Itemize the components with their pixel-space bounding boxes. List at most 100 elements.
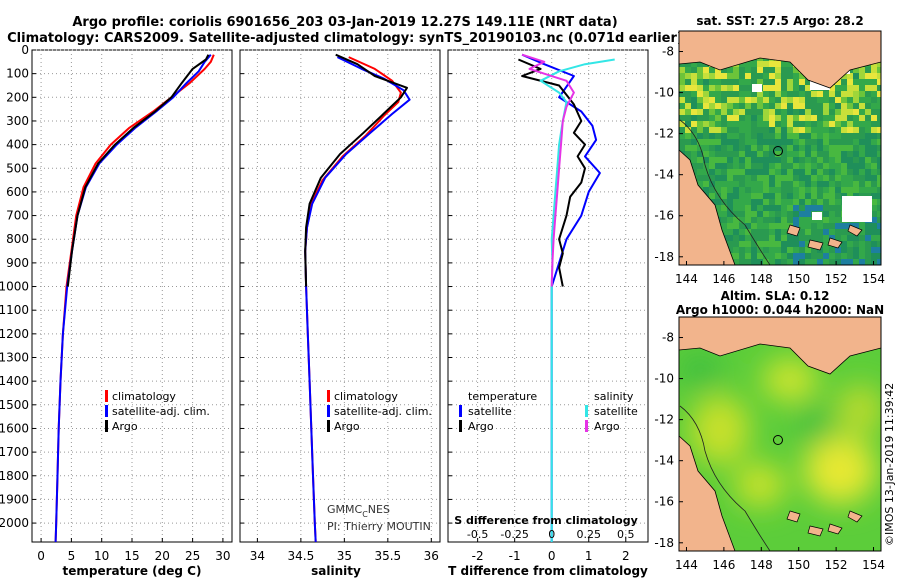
sla-islands	[786, 510, 863, 537]
sst-pixel	[829, 133, 835, 139]
sst-map	[679, 31, 881, 265]
sst-pixel	[733, 85, 739, 91]
sst-pixel	[847, 145, 853, 151]
s-tick-label: -0.5	[467, 528, 488, 541]
sst-pixel	[781, 97, 787, 103]
sst-pixel	[757, 97, 763, 103]
sst-pixel	[847, 181, 853, 187]
sst-pixel	[715, 175, 721, 181]
sst-pixel	[721, 223, 727, 229]
sst-pixel	[781, 247, 787, 253]
sst-pixel	[781, 217, 787, 223]
sst-pixel	[709, 175, 715, 181]
sst-map-frame	[678, 30, 882, 266]
sst-pixel	[697, 139, 703, 145]
sst-pixel	[799, 205, 805, 211]
sst-pixel	[733, 79, 739, 85]
sst-pixel	[877, 157, 881, 163]
sst-land-north	[679, 31, 881, 89]
sst-pixel	[835, 109, 841, 115]
sst-pixel	[877, 187, 881, 193]
legend-argo-label: Argo	[334, 420, 360, 433]
sst-pixel	[763, 199, 769, 205]
sst-pixel	[745, 133, 751, 139]
sst-pixel	[865, 157, 871, 163]
sst-pixel	[739, 223, 745, 229]
sst-pixel	[685, 79, 691, 85]
sst-pixel	[763, 229, 769, 235]
sst-pixel	[847, 115, 853, 121]
series-line-t-argo	[518, 58, 586, 287]
sst-pixel	[829, 145, 835, 151]
sst-pixel	[745, 163, 751, 169]
sst-pixel	[811, 247, 817, 253]
sst-pixel	[811, 139, 817, 145]
sst-pixel	[715, 73, 721, 79]
sst-pixel	[781, 193, 787, 199]
sst-pixel	[787, 253, 793, 259]
sst-pixel	[793, 235, 799, 241]
sst-pixel	[847, 247, 853, 253]
sst-pixel	[745, 145, 751, 151]
sst-pixel	[703, 139, 709, 145]
sst-pixel	[859, 85, 865, 91]
sst-pixel	[841, 127, 847, 133]
sst-pixel	[865, 151, 871, 157]
sst-pixel	[859, 67, 865, 73]
sst-pixel	[793, 115, 799, 121]
sst-pixel	[733, 151, 739, 157]
sst-pixel	[871, 199, 877, 205]
sst-pixel	[787, 91, 793, 97]
sst-pixel	[733, 97, 739, 103]
sst-pixel	[793, 259, 799, 265]
sst-pixel	[793, 157, 799, 163]
sst-pixel	[751, 67, 757, 73]
sst-pixel	[829, 151, 835, 157]
sst-pixel	[781, 103, 787, 109]
sst-pixel	[691, 133, 697, 139]
sst-pixel	[811, 223, 817, 229]
title-line-1: Argo profile: coriolis 6901656_203 03-Ja…	[72, 15, 617, 30]
sst-pixel	[835, 163, 841, 169]
sst-pixel	[811, 127, 817, 133]
sst-pixel	[781, 205, 787, 211]
legend-climatology-swatch	[327, 390, 330, 402]
sst-pixel	[715, 127, 721, 133]
sst-pixel	[871, 139, 877, 145]
sst-pixel	[721, 181, 727, 187]
sst-pixel	[781, 85, 787, 91]
depth-tick-label: 700	[6, 209, 29, 223]
sst-pixel	[853, 157, 859, 163]
sst-pixel	[745, 241, 751, 247]
sst-pixel	[727, 115, 733, 121]
sst-pixel	[829, 181, 835, 187]
sst-pixel	[709, 145, 715, 151]
sla-blob	[804, 436, 876, 504]
depth-tick-label: 500	[6, 161, 29, 175]
sst-pixel	[733, 241, 739, 247]
sst-pixel	[775, 175, 781, 181]
sst-pixel	[793, 121, 799, 127]
sst-pixel	[877, 67, 881, 73]
sst-pixel	[853, 175, 859, 181]
sst-pixel	[691, 109, 697, 115]
sst-pixel	[703, 67, 709, 73]
sst-pixel	[757, 61, 763, 67]
legend-climatology-swatch	[105, 390, 108, 402]
sst-pixel	[823, 109, 829, 115]
sst-pixel	[757, 187, 763, 193]
sst-pixel	[865, 235, 871, 241]
sst-pixel	[835, 79, 841, 85]
sst-pixel	[805, 133, 811, 139]
sst-pixel	[751, 115, 757, 121]
depth-tick-label: 300	[6, 114, 29, 128]
sst-pixel	[859, 169, 865, 175]
sst-pixel	[841, 187, 847, 193]
sst-pixel	[679, 133, 685, 139]
sst-pixel	[745, 73, 751, 79]
sst-pixel	[823, 241, 829, 247]
sst-pixel	[793, 175, 799, 181]
sst-pixel	[769, 247, 775, 253]
sst-pixel	[745, 157, 751, 163]
sst-pixel	[769, 115, 775, 121]
